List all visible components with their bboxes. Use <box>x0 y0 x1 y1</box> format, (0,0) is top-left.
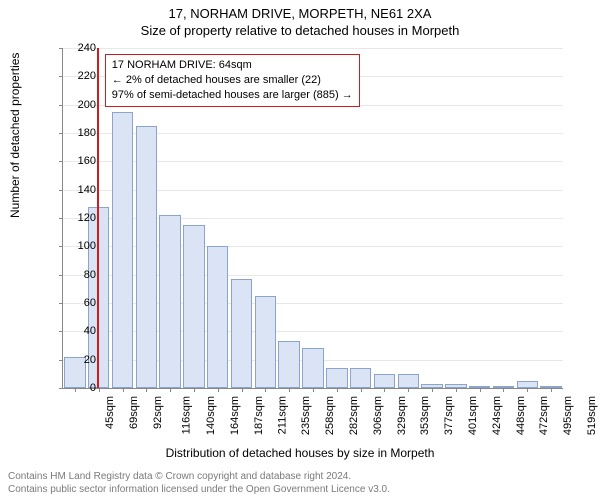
y-tick-label: 40 <box>66 325 96 337</box>
x-tick <box>337 388 338 392</box>
info-box-line2: ← 2% of detached houses are smaller (22) <box>112 73 353 88</box>
histogram-bar <box>302 348 323 388</box>
x-tick-label: 495sqm <box>562 396 574 435</box>
y-tick <box>59 190 63 191</box>
y-tick <box>59 275 63 276</box>
x-tick <box>265 388 266 392</box>
x-tick-label: 472sqm <box>539 396 551 435</box>
x-tick <box>408 388 409 392</box>
y-tick-label: 220 <box>66 70 96 82</box>
x-tick-label: 282sqm <box>348 396 360 435</box>
x-tick <box>384 388 385 392</box>
y-tick <box>59 303 63 304</box>
histogram-bar <box>350 368 371 388</box>
x-tick-label: 211sqm <box>276 396 288 434</box>
x-tick <box>194 388 195 392</box>
y-tick-label: 180 <box>66 127 96 139</box>
y-tick-label: 140 <box>66 184 96 196</box>
y-tick-label: 80 <box>66 269 96 281</box>
page-title-line2: Size of property relative to detached ho… <box>0 21 600 38</box>
x-tick-label: 353sqm <box>420 396 432 435</box>
x-tick-label: 92sqm <box>152 396 164 429</box>
histogram-bar <box>159 215 180 388</box>
x-tick-label: 306sqm <box>372 396 384 435</box>
y-tick <box>59 76 63 77</box>
x-tick <box>503 388 504 392</box>
marker-line <box>97 48 99 388</box>
y-tick-label: 20 <box>66 354 96 366</box>
x-tick <box>123 388 124 392</box>
x-tick <box>170 388 171 392</box>
histogram-bar <box>231 279 252 388</box>
x-tick <box>527 388 528 392</box>
y-tick-label: 240 <box>66 42 96 54</box>
x-tick-label: 448sqm <box>515 396 527 435</box>
y-tick <box>59 133 63 134</box>
x-tick <box>242 388 243 392</box>
x-tick <box>218 388 219 392</box>
x-axis-label: Distribution of detached houses by size … <box>0 446 600 460</box>
histogram-bar <box>112 112 133 388</box>
x-tick-label: 164sqm <box>229 396 241 435</box>
x-tick <box>146 388 147 392</box>
x-tick-label: 116sqm <box>181 396 193 434</box>
histogram-bar <box>278 341 299 388</box>
x-tick-label: 401sqm <box>467 396 479 435</box>
x-tick-label: 69sqm <box>128 396 140 429</box>
histogram-bar <box>207 246 228 388</box>
x-tick-label: 258sqm <box>324 396 336 435</box>
y-tick <box>59 161 63 162</box>
y-tick <box>59 218 63 219</box>
histogram-bar <box>255 296 276 388</box>
x-tick <box>361 388 362 392</box>
grid-line <box>63 48 563 49</box>
info-box-line1: 17 NORHAM DRIVE: 64sqm <box>112 58 353 73</box>
x-tick-label: 45sqm <box>104 396 116 429</box>
y-tick-label: 0 <box>66 382 96 394</box>
histogram-bar <box>398 374 419 388</box>
y-tick <box>59 360 63 361</box>
x-tick-label: 235sqm <box>301 396 313 435</box>
info-box-line3: 97% of semi-detached houses are larger (… <box>112 88 353 103</box>
x-tick-label: 329sqm <box>396 396 408 435</box>
histogram-bar <box>326 368 347 388</box>
y-tick <box>59 246 63 247</box>
x-tick-label: 140sqm <box>205 396 217 435</box>
y-tick-label: 120 <box>66 212 96 224</box>
y-tick <box>59 48 63 49</box>
x-tick <box>480 388 481 392</box>
x-tick-label: 377sqm <box>443 396 455 435</box>
histogram-bar <box>517 381 538 388</box>
x-tick <box>99 388 100 392</box>
histogram-bar <box>136 126 157 388</box>
footer-attribution: Contains HM Land Registry data © Crown c… <box>8 470 390 496</box>
x-tick <box>289 388 290 392</box>
x-tick <box>551 388 552 392</box>
y-tick-label: 160 <box>66 155 96 167</box>
footer-line1: Contains HM Land Registry data © Crown c… <box>8 470 390 483</box>
y-axis-label: Number of detached properties <box>8 53 22 218</box>
x-tick <box>313 388 314 392</box>
x-tick-label: 424sqm <box>491 396 503 435</box>
y-tick <box>59 388 63 389</box>
histogram-bar <box>183 225 204 388</box>
y-tick <box>59 105 63 106</box>
x-tick-label: 519sqm <box>586 396 598 435</box>
page-title-line1: 17, NORHAM DRIVE, MORPETH, NE61 2XA <box>0 0 600 21</box>
y-tick-label: 60 <box>66 297 96 309</box>
histogram-bar <box>374 374 395 388</box>
footer-line2: Contains public sector information licen… <box>8 483 390 496</box>
x-tick <box>432 388 433 392</box>
x-tick <box>456 388 457 392</box>
y-tick <box>59 331 63 332</box>
chart-plot-area: 17 NORHAM DRIVE: 64sqm← 2% of detached h… <box>62 48 563 389</box>
y-tick-label: 200 <box>66 99 96 111</box>
x-tick-label: 187sqm <box>253 396 265 435</box>
info-box: 17 NORHAM DRIVE: 64sqm← 2% of detached h… <box>105 54 360 107</box>
y-tick-label: 100 <box>66 240 96 252</box>
